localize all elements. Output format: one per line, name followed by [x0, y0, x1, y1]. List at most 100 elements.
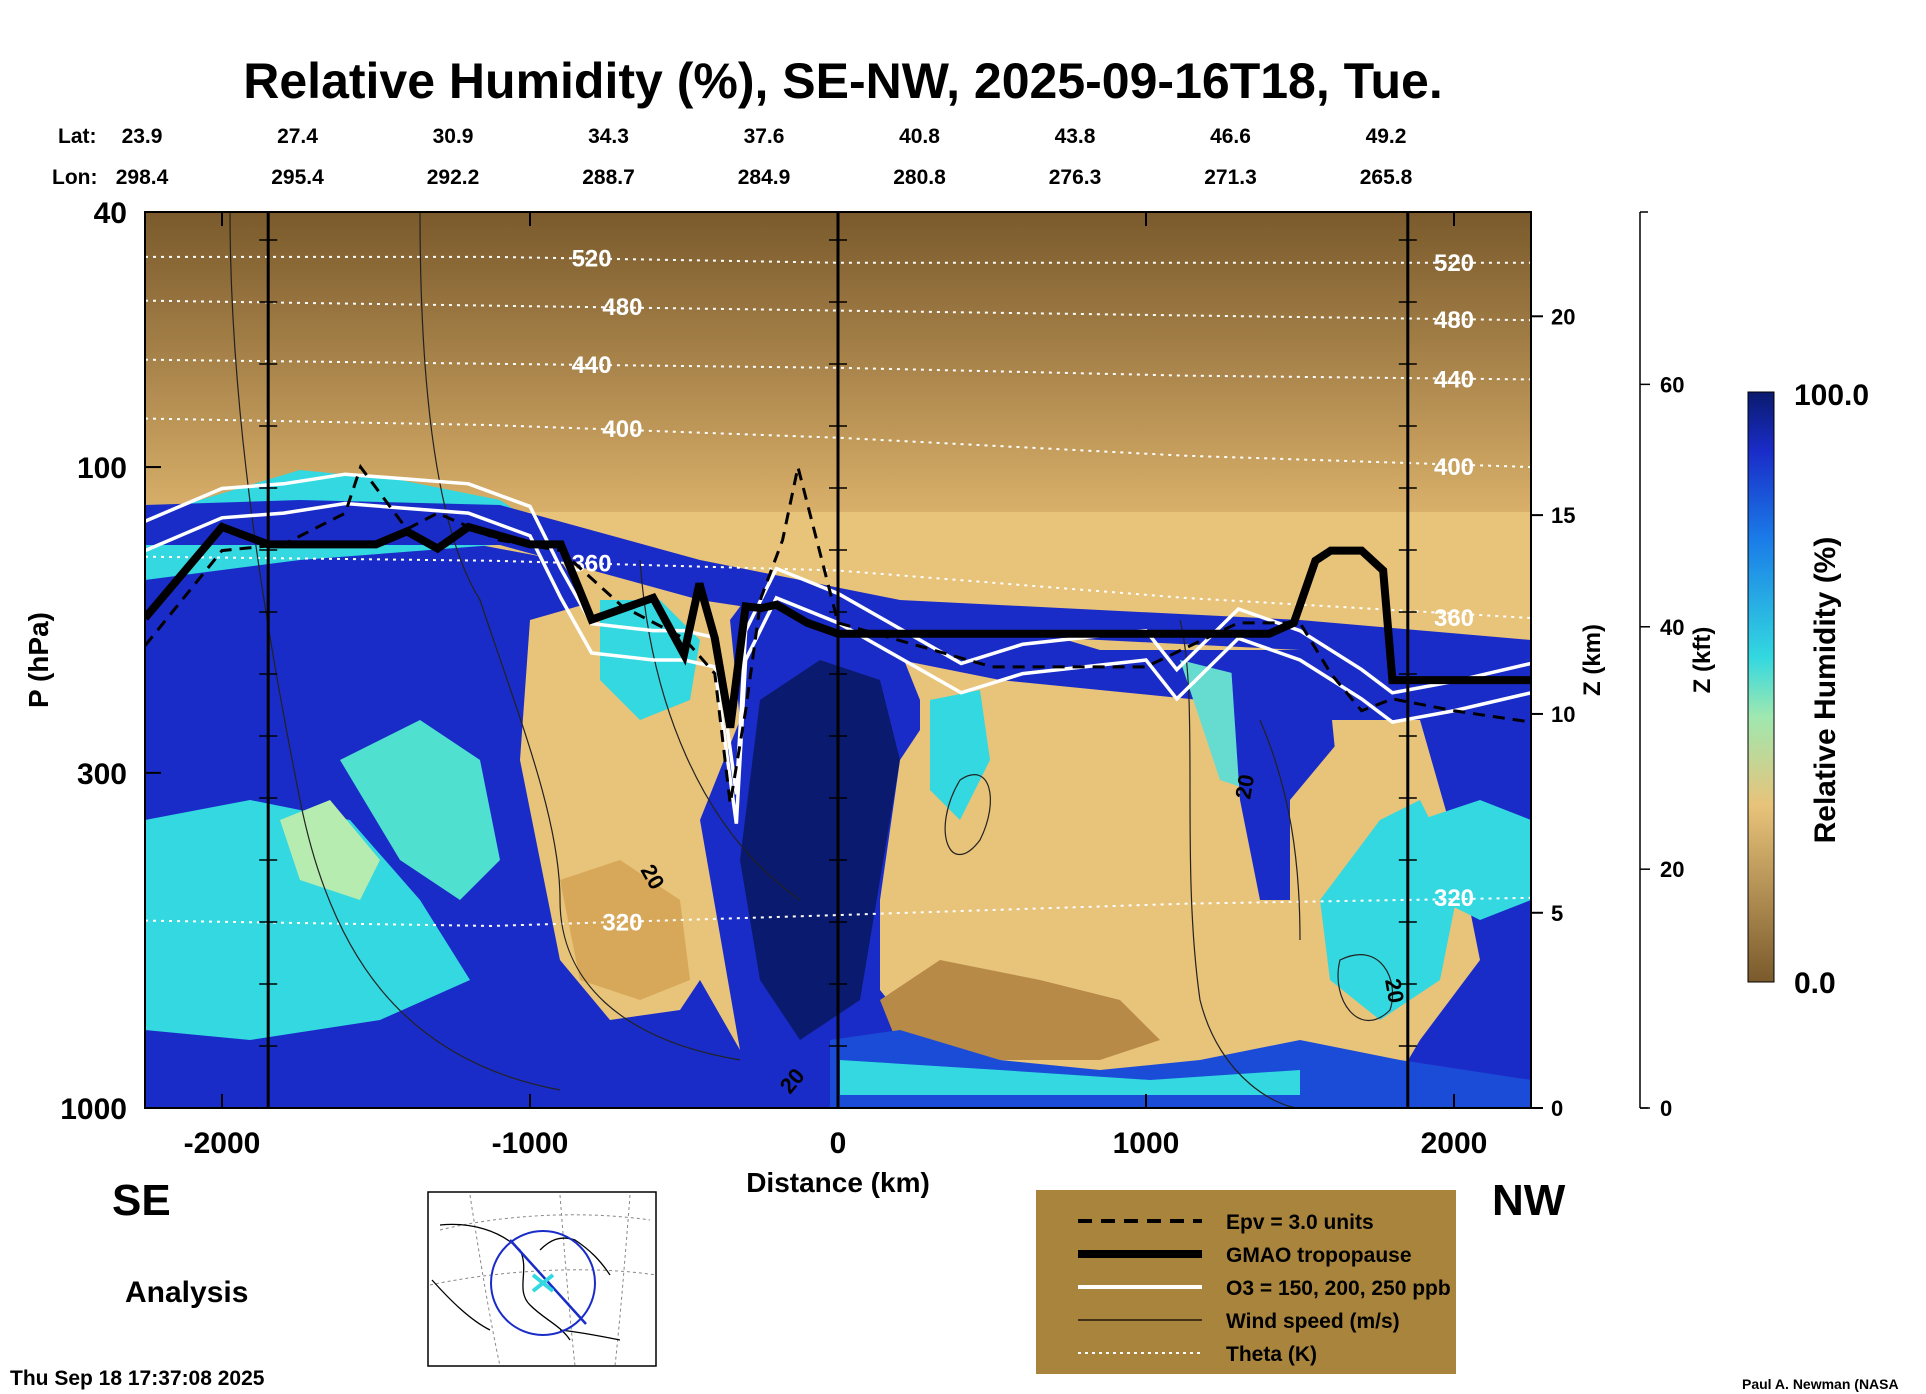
series-line: [145, 463, 1531, 804]
x-tick-label: 0: [830, 1127, 847, 1160]
z-kft-tick-label: 60: [1660, 372, 1684, 397]
side-label-nw: NW: [1492, 1176, 1566, 1225]
z-km-axis: 0 5 10 15 20: [1531, 304, 1575, 1121]
cyan-right-edge: [1420, 800, 1531, 920]
lat-tick-label: 30.9: [433, 125, 474, 148]
lon-tick-label: 295.4: [271, 166, 324, 189]
z-km-tick-label: 0: [1551, 1096, 1563, 1121]
x-tick-label: -2000: [184, 1127, 261, 1160]
wind-contour-5: [1179, 619, 1301, 1108]
legend-label: GMAO tropopause: [1226, 1244, 1412, 1267]
wind-contour-label-2: 20: [1230, 772, 1259, 800]
z-kft-axis: 0 20 40 60: [1639, 211, 1684, 1121]
credit: Paul A. Newman (NASA: [1742, 1376, 1899, 1392]
cyan-surface: [840, 1060, 1300, 1095]
theta-contour-label: 360: [572, 551, 612, 578]
lat-tick-label: 49.2: [1366, 125, 1407, 148]
wind-contour-3: [639, 559, 801, 901]
x-tick-label: 1000: [1113, 1127, 1180, 1160]
lat-tick-label: 23.9: [122, 125, 163, 148]
wind-contours: [229, 212, 1394, 1108]
cyan-left-3: [340, 720, 500, 900]
lon-tick-label: 298.4: [116, 166, 169, 189]
theta-contour-label-right: 400: [1434, 454, 1474, 481]
z-kft-tick-label: 40: [1660, 615, 1684, 640]
theta-contour-label-right: 520: [1434, 250, 1474, 277]
lon-tick-label: 276.3: [1049, 166, 1102, 189]
z-km-tick-label: 5: [1551, 901, 1563, 926]
colorbar: [1747, 391, 1775, 983]
lat-tick-label: 43.8: [1055, 125, 1096, 148]
x-axis-label: Distance (km): [746, 1167, 930, 1198]
inset-map: [427, 1191, 657, 1367]
lat-tick-label: 37.6: [744, 125, 785, 148]
timestamp: Thu Sep 18 17:37:08 2025: [10, 1367, 265, 1390]
theta-contour-label: 480: [602, 294, 642, 321]
theta-contour-label-right: 480: [1434, 307, 1474, 334]
lon-tick-label: 280.8: [893, 166, 946, 189]
lon-label: Lon:: [52, 166, 97, 189]
lon-tick-label: 265.8: [1360, 166, 1413, 189]
colorbar-max-label: 100.0: [1794, 379, 1869, 412]
lat-label: Lat:: [58, 125, 97, 148]
wind-contour-7: [1337, 954, 1394, 1022]
y-axis: 40 100 300 1000: [60, 197, 161, 1126]
lat-tick-label: 27.4: [277, 125, 318, 148]
y-tick-label: 40: [94, 197, 127, 230]
z-kft-label: Z (kft): [1689, 627, 1716, 694]
humidity-field: [145, 470, 1531, 1108]
inset-map-grid: [429, 1194, 657, 1367]
analysis-label: Analysis: [125, 1276, 248, 1309]
lon-tick-label: 288.7: [582, 166, 635, 189]
moist-right-edge: [1380, 700, 1531, 1108]
wind-contour-2: [419, 212, 741, 1061]
theta-contour-label: 520: [572, 246, 612, 273]
vertical-markers: [259, 212, 1417, 1108]
cyan-center: [930, 690, 990, 820]
inset-map-frame: [427, 1191, 657, 1367]
theta-contour-label: 320: [602, 910, 642, 937]
inset-map-coastline: [431, 1223, 621, 1341]
z-km-tick-label: 15: [1551, 503, 1575, 528]
moist-strip-top: [145, 500, 1531, 660]
wind-contour-1: [229, 212, 561, 1091]
inset-map-section-line: [509, 1239, 587, 1325]
z-km-tick-label: 20: [1551, 304, 1575, 329]
legend-label: Epv = 3.0 units: [1226, 1211, 1374, 1234]
theta-contour-label-right: 360: [1434, 605, 1474, 632]
z-km-tick-label: 10: [1551, 702, 1575, 727]
colorbar-label: Relative Humidity (%): [1809, 537, 1842, 844]
lat-tick-label: 34.3: [588, 125, 629, 148]
inset-map-center-marker: [531, 1273, 555, 1293]
chart-title: Relative Humidity (%), SE-NW, 2025-09-16…: [243, 53, 1442, 109]
lat-tick-label: 40.8: [899, 125, 940, 148]
x-axis: -2000 -1000 0 1000 2000: [184, 212, 1487, 1160]
z-kft-tick-label: 0: [1660, 1096, 1672, 1121]
y-tick-label: 300: [77, 758, 127, 791]
series-line: [145, 522, 1531, 729]
data-lines: [145, 463, 1531, 824]
legend-label: Wind speed (m/s): [1226, 1310, 1400, 1333]
dry-center-core: [880, 960, 1160, 1060]
lat-tick-labels: 23.9 27.4 30.9 34.3 37.6 40.8 43.8 46.6 49.2: [122, 125, 1407, 148]
z-km-label: Z (km): [1579, 624, 1606, 696]
wet-center-col: [740, 660, 900, 1040]
legend: Epv = 3.0 units GMAO tropopause O3 = 150, …: [1036, 1190, 1456, 1374]
theta-contour-label-right: 320: [1434, 885, 1474, 912]
theta-contour-label-right: 440: [1434, 366, 1474, 393]
theta-contour-label: 440: [572, 352, 612, 379]
side-label-se: SE: [112, 1176, 171, 1225]
lon-tick-label: 292.2: [427, 166, 480, 189]
colorbar-min-label: 0.0: [1794, 967, 1836, 1000]
wind-contour-label-3: 20: [1380, 977, 1409, 1005]
theta-contours: 520 520 480 480 440 440 400 400 360 360 320 320: [145, 246, 1531, 937]
legend-label: O3 = 150, 200, 250 ppb: [1226, 1277, 1451, 1300]
lon-tick-label: 271.3: [1204, 166, 1257, 189]
legend-label: Theta (K): [1226, 1343, 1317, 1366]
cyan-left-2: [145, 800, 470, 1040]
inset-map-range-circle: [490, 1230, 596, 1336]
lon-tick-label: 284.9: [738, 166, 791, 189]
lat-tick-label: 46.6: [1210, 125, 1251, 148]
